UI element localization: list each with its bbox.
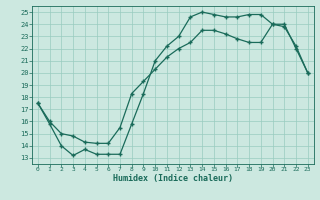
X-axis label: Humidex (Indice chaleur): Humidex (Indice chaleur): [113, 174, 233, 183]
